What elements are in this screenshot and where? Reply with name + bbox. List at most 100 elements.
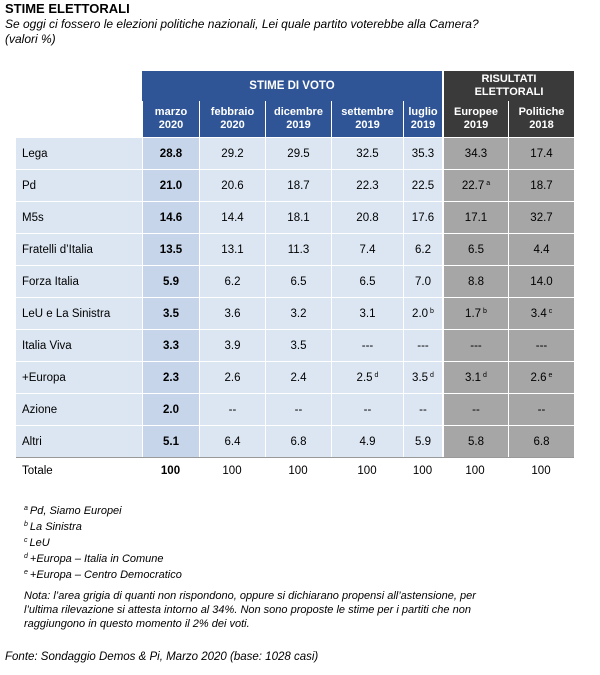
- value-cell: 6.2: [199, 265, 265, 297]
- value-cell: 29.2: [199, 137, 265, 169]
- column-header: settembre 2019: [331, 101, 403, 137]
- column-header: febbraio 2020: [199, 101, 265, 137]
- value-cell: 6.8: [265, 425, 331, 457]
- footnote-mark: c: [24, 537, 28, 544]
- value-cell: 3.5 d: [403, 361, 442, 393]
- party-label: Lega: [16, 137, 142, 169]
- column-header: marzo 2020: [142, 101, 199, 137]
- party-label: M5s: [16, 201, 142, 233]
- value-cell: 1.7 b: [442, 297, 508, 329]
- footnotes: a Pd, Siamo Europei b La Sinistra c LeU d +Euro…: [24, 502, 182, 582]
- value-cell: 3.9: [199, 329, 265, 361]
- value-cell: --: [199, 393, 265, 425]
- value-cell: 6.5: [265, 265, 331, 297]
- survey-question: Se oggi ci fossero le elezioni politiche…: [5, 17, 595, 47]
- party-label: Fratelli d’Italia: [16, 233, 142, 265]
- page-title: STIME ELETTORALI: [5, 1, 130, 16]
- value-cell: --: [403, 393, 442, 425]
- value-cell: 5.9: [142, 265, 199, 297]
- value-cell: 6.5: [331, 265, 403, 297]
- column-header-line2: 2018: [529, 119, 554, 131]
- party-label: Italia Viva: [16, 329, 142, 361]
- footnote-text: La Sinistra: [29, 521, 82, 533]
- total-value: 100: [142, 457, 199, 484]
- value-cell: 7.4: [331, 233, 403, 265]
- table-row: Forza Italia 5.9 6.2 6.5 6.5 7.0 8.8 14.0: [16, 265, 574, 297]
- risultati-elettorali-header: RISULTATI ELETTORALI: [442, 71, 574, 101]
- party-label: Altri: [16, 425, 142, 457]
- nota-text: Nota: l’area grigia di quanti non rispon…: [24, 590, 476, 630]
- value-cell: 6.4: [199, 425, 265, 457]
- value-cell: 6.8: [508, 425, 574, 457]
- value-cell: 22.3: [331, 169, 403, 201]
- column-header-line2: 2020: [158, 119, 184, 131]
- value-cell: ---: [442, 329, 508, 361]
- footnote-marker: a: [486, 179, 491, 187]
- footnote-item: d +Europa – Italia in Comune: [24, 550, 182, 566]
- value-cell: 35.3: [403, 137, 442, 169]
- value-cell: 5.8: [442, 425, 508, 457]
- value-cell: 6.5: [442, 233, 508, 265]
- value-cell: 2.6 e: [508, 361, 574, 393]
- column-header-line1: Europee: [453, 106, 498, 118]
- value-cell: ---: [403, 329, 442, 361]
- value-cell: 6.2: [403, 233, 442, 265]
- column-header: Politiche 2018: [508, 101, 574, 137]
- footnote-mark: a: [24, 505, 28, 512]
- party-label: LeU e La Sinistra: [16, 297, 142, 329]
- table-row: M5s 14.6 14.4 18.1 20.8 17.6 17.1 32.7: [16, 201, 574, 233]
- table-row: LeU e La Sinistra 3.5 3.6 3.2 3.1 2.0 b 1.7 b 3.4…: [16, 297, 574, 329]
- value-cell: --: [442, 393, 508, 425]
- column-header: Europee 2019: [442, 101, 508, 137]
- value-cell: --: [331, 393, 403, 425]
- column-header-line2: 2019: [355, 119, 380, 131]
- value-cell: --: [508, 393, 574, 425]
- total-value: 100: [199, 457, 265, 484]
- value-cell: 29.5: [265, 137, 331, 169]
- total-value: 100: [403, 457, 442, 484]
- column-header-line2: 2019: [286, 119, 311, 131]
- column-header-line1: marzo: [154, 106, 188, 118]
- total-value: 100: [442, 457, 508, 484]
- value-cell: 17.4: [508, 137, 574, 169]
- value-cell: 17.1: [442, 201, 508, 233]
- question-text: Se oggi ci fossero le elezioni politiche…: [5, 17, 479, 31]
- footnote-marker: b: [483, 307, 487, 315]
- value-cell: 2.4: [265, 361, 331, 393]
- table-row: Azione 2.0 -- -- -- -- -- --: [16, 393, 574, 425]
- column-header-line1: settembre: [341, 106, 394, 118]
- footnote-text: LeU: [29, 537, 50, 549]
- footnote-mark: b: [24, 521, 28, 528]
- column-header-line2: 2020: [220, 119, 245, 131]
- party-label: Forza Italia: [16, 265, 142, 297]
- value-cell: 7.0: [403, 265, 442, 297]
- column-header: luglio 2019: [403, 101, 442, 137]
- party-label: Azione: [16, 393, 142, 425]
- footnote-text: +Europa – Italia in Comune: [29, 553, 164, 565]
- value-cell: 5.1: [142, 425, 199, 457]
- table-row: Pd 21.0 20.6 18.7 22.3 22.5 22.7 a 18.7: [16, 169, 574, 201]
- footnote-marker: b: [430, 307, 434, 315]
- value-cell: 22.5: [403, 169, 442, 201]
- footnote-marker: d: [483, 371, 487, 379]
- value-cell: 3.3: [142, 329, 199, 361]
- total-value: 100: [265, 457, 331, 484]
- value-cell: 3.5: [265, 329, 331, 361]
- value-cell: --: [265, 393, 331, 425]
- column-header-line2: 2019: [463, 119, 489, 131]
- footnote-item: e +Europa – Centro Democratico: [24, 566, 182, 582]
- value-cell: 28.8: [142, 137, 199, 169]
- value-cell: 4.4: [508, 233, 574, 265]
- value-cell: 4.9: [331, 425, 403, 457]
- value-cell: ---: [508, 329, 574, 361]
- value-cell: 3.4 c: [508, 297, 574, 329]
- column-header-line1: febbraio: [210, 106, 255, 118]
- value-cell: 13.5: [142, 233, 199, 265]
- value-cell: 32.7: [508, 201, 574, 233]
- column-header-line2: 2019: [410, 119, 436, 131]
- footnote-marker: e: [548, 371, 553, 379]
- value-cell: 18.7: [508, 169, 574, 201]
- value-cell: 2.5 d: [331, 361, 403, 393]
- total-label: Totale: [16, 457, 142, 484]
- value-cell: ---: [331, 329, 403, 361]
